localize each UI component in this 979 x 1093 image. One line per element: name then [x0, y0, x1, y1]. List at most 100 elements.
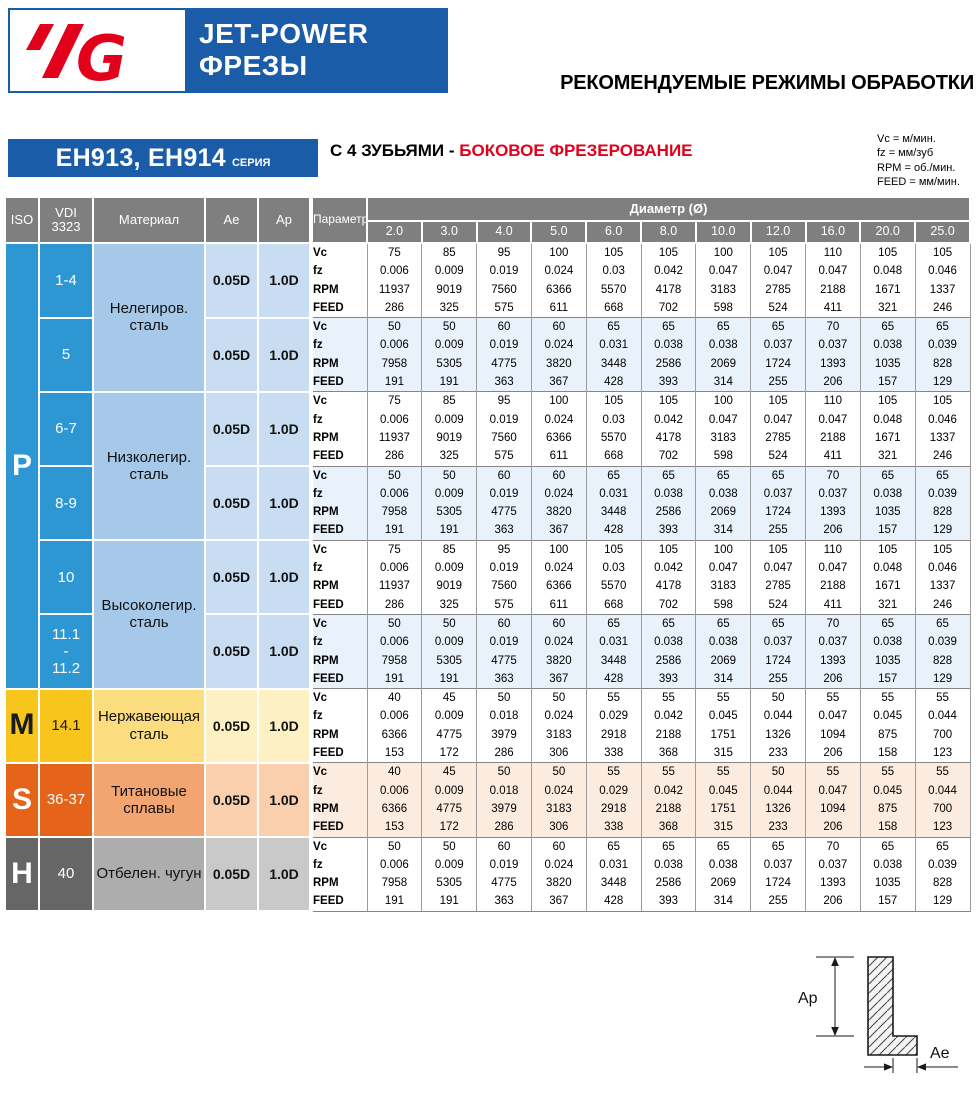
value-cell: 85 — [421, 242, 477, 263]
value-cell: 50 — [476, 762, 532, 782]
data-row: fz 0.006 0.009 0.018 0.024 0.029 0.042 0.045 0.0… — [5, 707, 971, 726]
value-cell: 158 — [859, 818, 916, 837]
value-cell: 0.029 — [585, 707, 642, 726]
value-cell: 668 — [585, 298, 642, 318]
data-row: 5 0.05D 1.0D Vc 50 50 60 60 65 65 65 65 70 65 65 — [5, 316, 971, 393]
param-label: FEED — [309, 447, 367, 467]
value-cell: 5305 — [421, 503, 477, 522]
value-cell: 50 — [421, 836, 477, 856]
value-cell: 1393 — [805, 354, 861, 374]
value-cell: 105 — [640, 391, 696, 411]
value-cell: 363 — [476, 892, 532, 912]
param-label: fz — [309, 336, 367, 355]
param-label: fz — [309, 633, 367, 652]
value-cell: 0.047 — [805, 559, 861, 578]
value-cell: 1035 — [859, 651, 916, 670]
value-cell: 123 — [914, 744, 971, 763]
value-cell: 0.006 — [366, 484, 422, 504]
value-cell: 0.038 — [640, 484, 696, 504]
diameter-size: 10.0 — [694, 220, 752, 244]
data-row: FEED 191 191 363 367 428 393 314 255 206 157 129 — [5, 373, 971, 392]
value-cell: 4775 — [476, 503, 532, 522]
value-cell: 55 — [805, 762, 861, 782]
value-cell: 105 — [750, 539, 806, 560]
value-cell: 314 — [695, 373, 751, 392]
param-label: FEED — [309, 892, 367, 912]
value-cell: 0.019 — [476, 410, 532, 429]
value-cell: 206 — [805, 818, 861, 837]
value-cell: 2069 — [695, 651, 751, 670]
value-cell: 4178 — [640, 577, 696, 596]
param-label: FEED — [309, 521, 367, 541]
ae-arrow-left — [917, 1063, 926, 1071]
value-cell: 100 — [530, 242, 587, 263]
value-cell: 306 — [530, 744, 587, 763]
value-cell: 0.045 — [859, 707, 916, 726]
value-cell: 4775 — [421, 799, 477, 819]
value-cell: 9019 — [421, 577, 477, 596]
ae-value: 0.05D — [204, 761, 259, 839]
value-cell: 411 — [805, 447, 861, 467]
brand-box: JET-POWER ФРЕЗЫ — [185, 10, 446, 91]
value-cell: 50 — [366, 317, 422, 337]
operation-subtitle: С 4 ЗУБЬЯМИ - БОКОВОЕ ФРЕЗЕРОВАНИЕ — [330, 141, 693, 161]
value-cell: 7958 — [366, 503, 422, 522]
ap-arrow-up — [831, 957, 839, 966]
value-cell: 0.044 — [914, 781, 971, 800]
value-cell: 55 — [585, 688, 642, 708]
value-cell: 286 — [366, 595, 422, 615]
value-cell: 0.037 — [805, 855, 861, 875]
value-cell: 0.047 — [750, 410, 806, 429]
value-cell: 6366 — [366, 725, 422, 745]
ae-dimension — [864, 1058, 958, 1073]
value-cell: 0.038 — [695, 855, 751, 875]
ae-value: 0.05D — [204, 316, 259, 393]
value-cell: 60 — [476, 613, 532, 634]
value-cell: 325 — [421, 447, 477, 467]
value-cell: 0.038 — [695, 484, 751, 504]
value-cell: 105 — [750, 242, 806, 263]
value-cell: 105 — [640, 539, 696, 560]
ae-arrow-right — [884, 1063, 893, 1071]
value-cell: 2586 — [640, 874, 696, 893]
value-cell: 0.006 — [366, 336, 422, 355]
value-cell: 2586 — [640, 354, 696, 374]
value-cell: 2069 — [695, 874, 751, 893]
value-cell: 0.047 — [750, 262, 806, 281]
value-cell: 428 — [585, 521, 642, 541]
value-cell: 60 — [476, 317, 532, 337]
value-cell: 575 — [476, 595, 532, 615]
value-cell: 65 — [640, 613, 696, 634]
value-cell: 314 — [695, 892, 751, 912]
value-cell: 40 — [366, 762, 422, 782]
data-row: FEED 286 325 575 611 668 702 598 524 411 321 246 — [5, 298, 971, 318]
value-cell: 3820 — [530, 503, 587, 522]
diameter-size: 5.0 — [530, 220, 588, 244]
value-cell: 0.038 — [695, 336, 751, 355]
diameter-size: 6.0 — [585, 220, 643, 244]
diameter-size: 16.0 — [804, 220, 862, 244]
value-cell: 60 — [530, 465, 587, 485]
value-cell: 0.044 — [750, 781, 806, 800]
series-suffix: СЕРИЯ — [231, 157, 271, 169]
logo-band: G JET-POWER ФРЕЗЫ — [8, 8, 448, 93]
value-cell: 0.038 — [640, 336, 696, 355]
value-cell: 2069 — [695, 503, 751, 522]
value-cell: 60 — [476, 465, 532, 485]
value-cell: 363 — [476, 373, 532, 392]
value-cell: 0.046 — [914, 262, 971, 281]
value-cell: 50 — [366, 465, 422, 485]
data-row: H 40 Отбелен. чугун 0.05D 1.0D Vc 50 50 60 60 65 65… — [4, 835, 971, 913]
value-cell: 11937 — [366, 577, 422, 596]
value-cell: 0.024 — [530, 336, 587, 355]
value-cell: 598 — [695, 595, 751, 615]
value-cell: 828 — [914, 503, 971, 522]
ap-value: 1.0D — [257, 242, 312, 319]
value-cell: 286 — [366, 447, 422, 467]
value-cell: 255 — [750, 669, 806, 689]
ae-value: 0.05D — [204, 687, 259, 764]
material-name: Отбелен. чугун — [92, 835, 206, 913]
value-cell: 0.045 — [695, 707, 751, 726]
value-cell: 2188 — [805, 577, 861, 596]
value-cell: 611 — [530, 595, 587, 615]
